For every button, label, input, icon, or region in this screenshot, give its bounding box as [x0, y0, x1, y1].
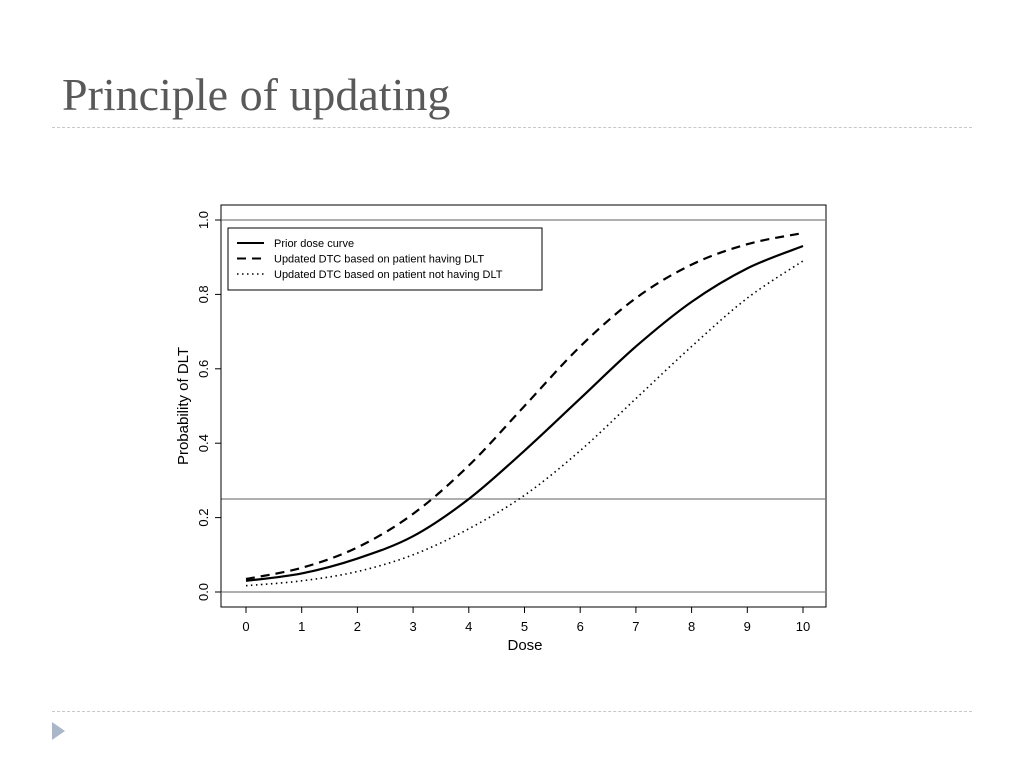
y-tick-label: 0.0: [196, 583, 211, 601]
legend-box: [227, 227, 543, 291]
y-tick-label: 0.8: [196, 285, 211, 303]
series-line-dashed: [245, 231, 804, 581]
x-tick-label: 6: [577, 619, 584, 634]
series-line-solid: [245, 245, 804, 582]
legend-entry: Updated DTC based on patient not having …: [274, 269, 503, 281]
slide-title: Principle of updating: [62, 69, 451, 120]
x-tick-label: 3: [409, 619, 416, 634]
x-tick-label: 8: [688, 619, 695, 634]
next-slide-arrow-icon[interactable]: [52, 722, 65, 740]
title-divider: [52, 127, 972, 128]
y-tick-label: 1.0: [196, 211, 211, 229]
x-tick-label: 7: [632, 619, 639, 634]
footer-divider: [52, 711, 972, 712]
x-tick-label: 1: [298, 619, 305, 634]
y-axis-label: Probability of DLT: [175, 347, 192, 465]
x-tick-label: 0: [242, 619, 249, 634]
legend-entry: Prior dose curve: [274, 238, 354, 250]
x-tick-label: 10: [796, 619, 810, 634]
x-axis-label: Dose: [507, 637, 542, 654]
legend-entry: Updated DTC based on patient having DLT: [274, 254, 484, 266]
x-tick-label: 4: [465, 619, 472, 634]
y-tick-label: 0.2: [196, 509, 211, 527]
x-tick-label: 5: [521, 619, 528, 634]
series-line-dotted: [245, 260, 804, 587]
y-tick-label: 0.6: [196, 360, 211, 378]
y-tick-label: 0.4: [196, 434, 211, 452]
x-tick-label: 9: [744, 619, 751, 634]
x-tick-label: 2: [354, 619, 361, 634]
